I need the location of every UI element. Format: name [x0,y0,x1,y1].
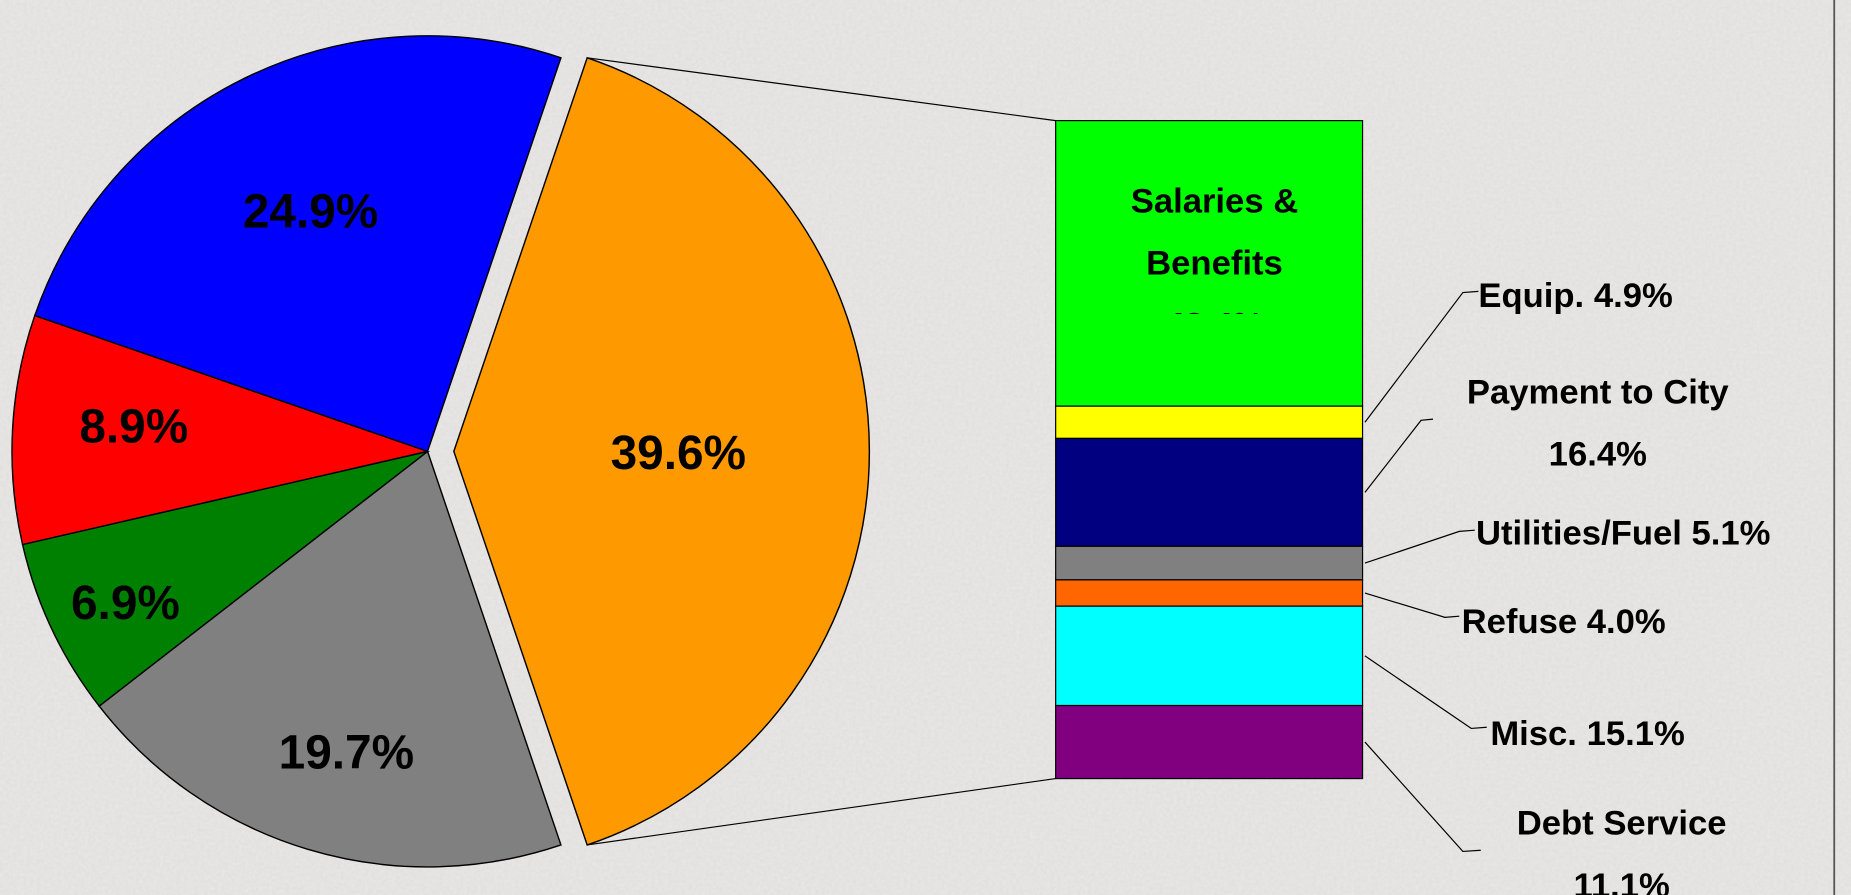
bar-label-text: Utilities/Fuel 5.1% [1476,503,1851,565]
label-part: Payment to City [1466,373,1729,412]
bar-segment [1055,437,1364,547]
slice-label: 6.9% [71,577,180,630]
label-part: Misc. [1490,715,1577,754]
bar-segment [1055,405,1364,440]
connector [587,777,1056,846]
label-part: 16.4% [1548,435,1647,475]
bar-label-text: Refuse 4.0% [1462,591,1820,653]
leader-line [1364,290,1479,423]
slice-label: 39.6% [611,427,746,480]
bar-label: Utilities/Fuel 5.1% [1476,503,1851,565]
bar-label: Salaries & Benefits 43.4% [1095,171,1334,314]
bar-label-text: Salaries & Benefits 43.4% [1095,171,1334,314]
bar-label: Payment to City 16.4% [1419,362,1777,486]
leader-line [1364,741,1481,853]
bar-segment [1055,704,1364,780]
label-part: 5.1% [1691,514,1771,553]
label-part: Salaries & Benefits [1130,182,1299,284]
leader-line [1364,418,1434,493]
label-part: 4.0% [1586,603,1666,642]
bar-label-text: Payment to City 16.4% [1419,362,1777,486]
pie-slice [98,450,562,868]
leader-line [1364,655,1487,730]
label-part: 11.1% [1573,866,1670,895]
bar-label: Debt Service 11.1% [1443,793,1801,895]
bar-segment [1055,545,1364,581]
pie-slice [453,56,871,846]
bar-segment [1055,120,1364,407]
label-part: Refuse [1461,603,1578,642]
label-part: Equip. [1478,277,1585,316]
bar-label-text: Misc. 15.1% [1490,703,1848,765]
label-part: Debt Service [1516,804,1727,844]
bar-segment [1055,579,1364,607]
plot: 39.6% 19.7% 6.9% 8.9% 24.9% Salaries & Benefi… [11,35,1851,895]
bar-label: Misc. 15.1% [1490,703,1848,765]
bar-label-text: Equip. 4.9% [1478,265,1836,327]
slice-label: 24.9% [243,186,378,239]
bar-label: Refuse 4.0% [1462,591,1820,653]
label-part: 4.9% [1593,277,1673,316]
label-part: 15.1% [1586,715,1685,754]
pie-slice [33,35,562,453]
label-part: 43.4% [1095,295,1334,314]
slice-label: 8.9% [79,400,188,453]
label-part: Utilities/Fuel [1475,514,1682,553]
bar-label-text: Debt Service 11.1% [1443,793,1801,895]
slice-label: 19.7% [279,726,414,779]
bar-segment [1055,605,1364,707]
pie-slice [21,450,428,708]
leader-line [1364,592,1460,618]
bar-label: Equip. 4.9% [1478,265,1836,327]
leader-line [1364,529,1475,564]
connector [587,57,1056,122]
pie-slice [11,314,431,546]
